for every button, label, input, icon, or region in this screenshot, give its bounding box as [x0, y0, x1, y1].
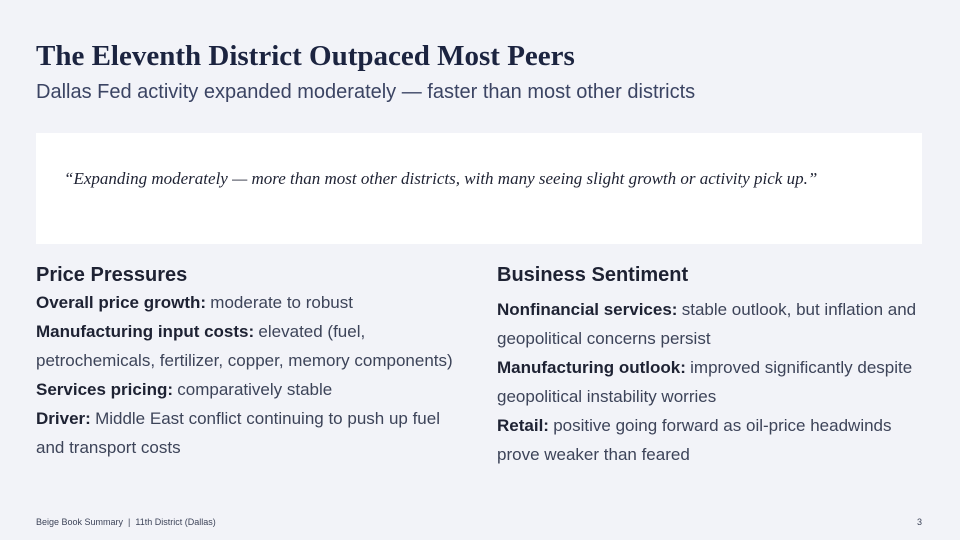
- slide-subtitle: Dallas Fed activity expanded moderately …: [36, 81, 696, 103]
- item-label: Retail:: [497, 416, 549, 435]
- item-label: Manufacturing input costs:: [36, 322, 255, 341]
- quote: “Expanding moderately — more than most o…: [64, 169, 818, 188]
- bullet-item: Manufacturing outlook: improved significa…: [497, 353, 917, 411]
- bullet-item: Driver: Middle East conflict continuing t…: [36, 404, 456, 462]
- item-text: elevated (fuel, petrochemicals, fertiliz…: [36, 322, 453, 370]
- column-heading: Business Sentiment: [497, 264, 689, 286]
- slide-title: The Eleventh District Outpaced Most Peer…: [36, 40, 575, 72]
- item-text: Middle East conflict continuing to push …: [36, 409, 440, 457]
- footer: Beige Book Summary | 11th District (Dall…: [36, 517, 216, 527]
- item-text: stable outlook, but inflation and geopol…: [497, 300, 917, 348]
- item-label: Services pricing:: [36, 380, 174, 399]
- item-label: Manufacturing outlook:: [497, 358, 686, 377]
- quote-box: “Expanding moderately — more than most o…: [36, 133, 922, 244]
- bullet-item: Retail: positive going forward as oil-pri…: [497, 411, 917, 469]
- left-column: Price Pressures Overall price growth: mod…: [36, 262, 456, 462]
- item-label: Overall price growth:: [36, 293, 207, 312]
- bullet-item: Manufacturing input costs: elevated (fuel…: [36, 317, 456, 375]
- item-text: moderate to robust: [210, 293, 353, 312]
- item-text: positive going forward as oil-price head…: [497, 416, 892, 464]
- column-heading: Price Pressures: [36, 264, 188, 286]
- bullet-item: Services pricing: comparatively stable: [36, 375, 456, 404]
- item-label: Nonfinancial services:: [497, 300, 678, 319]
- bullet-item: Overall price growth: moderate to robust: [36, 288, 456, 317]
- item-label: Driver:: [36, 409, 91, 428]
- item-text: comparatively stable: [177, 380, 333, 399]
- item-text: improved significantly despite geopoliti…: [497, 358, 913, 406]
- right-column: Business Sentiment Nonfinancial services…: [497, 262, 917, 469]
- bullet-item: Nonfinancial services: stable outlook, bu…: [497, 295, 917, 353]
- page-number: 3: [916, 517, 922, 527]
